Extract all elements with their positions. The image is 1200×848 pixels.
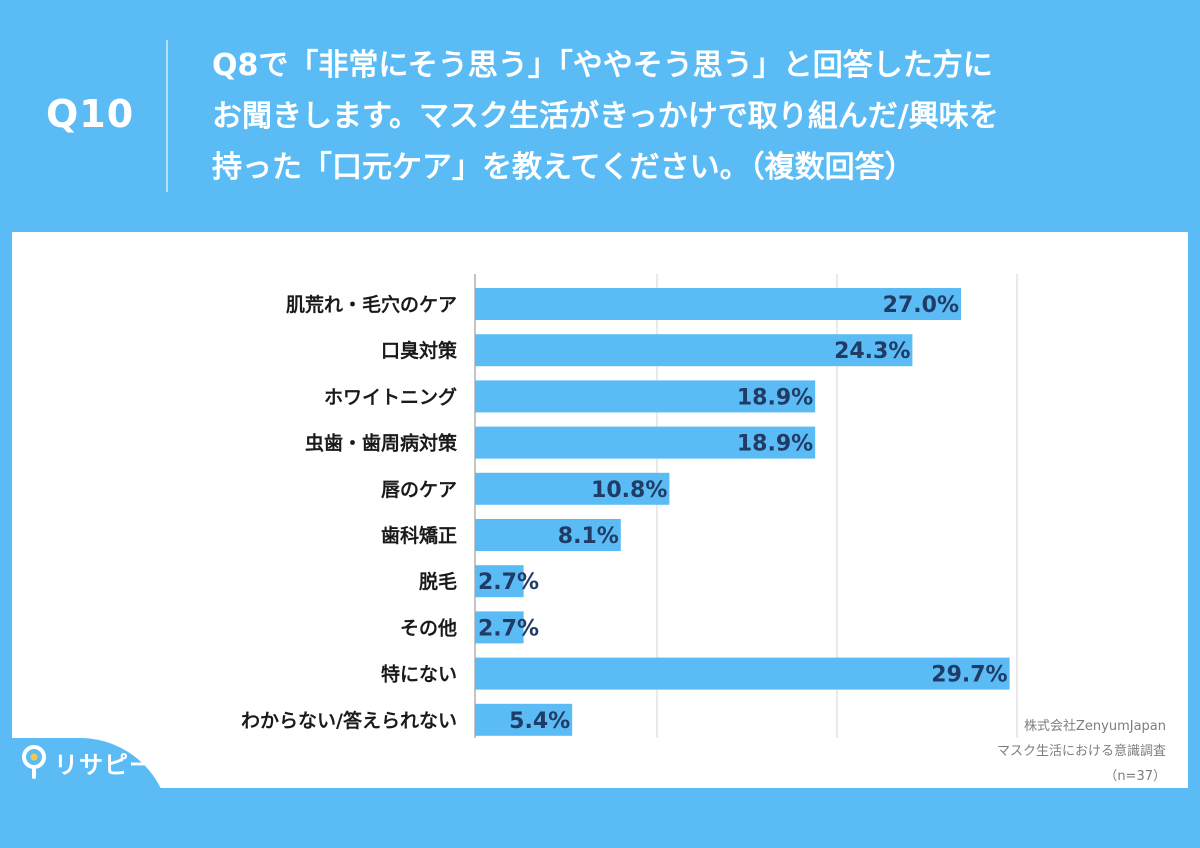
category-label: 脱毛 (419, 570, 457, 593)
value-label: 10.8% (591, 478, 667, 503)
value-label: 5.4% (509, 709, 570, 734)
bar (475, 565, 524, 598)
bar (475, 288, 961, 320)
question-number: Q10 (46, 92, 135, 136)
bar (475, 703, 573, 736)
value-label: 2.7% (478, 570, 539, 595)
value-label: 8.1% (558, 524, 619, 549)
bar (475, 334, 913, 367)
question-line: Q8で「非常にそう思う」「ややそう思う」と回答した方に (212, 48, 993, 83)
category-label: 歯科矯正 (381, 524, 457, 547)
bar (475, 611, 524, 644)
credit-sample-size: （n=37） (1104, 769, 1166, 784)
chart-panel: 肌荒れ・毛穴のケア 27.0% 口臭対策 24.3% ホワイトニング 18.9% 虫歯・歯周… (12, 232, 1188, 788)
value-label: 24.3% (834, 339, 910, 364)
bar (475, 380, 816, 413)
bar (475, 657, 1010, 690)
question-header: Q10 Q8で「非常にそう思う」「ややそう思う」と回答した方に お聞きします。マ… (0, 0, 1200, 232)
bar (475, 472, 670, 505)
value-label: 29.7% (931, 663, 1007, 688)
bar (475, 519, 621, 551)
bar (475, 426, 816, 459)
category-label: 唇のケア (381, 479, 457, 501)
value-label: 2.7% (478, 616, 539, 641)
value-label: 18.9% (737, 385, 813, 410)
category-label: 口臭対策 (381, 339, 458, 362)
survey-credit: 株式会社ZenyumJapan マスク生活における意識調査 （n=37） (997, 714, 1166, 789)
category-label: 肌荒れ・毛穴のケア (286, 293, 457, 316)
question-line: お聞きします。マスク生活がきっかけで取り組んだ/興味を (212, 99, 999, 134)
logo-text: リサピー (54, 750, 154, 779)
credit-survey: マスク生活における意識調査 (996, 744, 1166, 759)
question-text: Q8で「非常にそう思う」「ややそう思う」と回答した方に お聞きします。マスク生活… (212, 40, 1172, 193)
category-label: 虫歯・歯周病対策 (305, 432, 458, 455)
category-label: その他 (400, 616, 457, 639)
question-line: 持った「口元ケア」を教えてください。（複数回答） (212, 150, 915, 185)
location-pin-icon (22, 745, 46, 779)
value-label: 27.0% (883, 293, 959, 318)
value-label: 18.9% (737, 432, 813, 457)
category-label: ホワイトニング (324, 385, 457, 408)
credit-company: 株式会社ZenyumJapan (1024, 719, 1166, 734)
brand-logo: リサピー (20, 744, 154, 780)
category-label: 特にない (381, 664, 457, 686)
header-divider (166, 40, 168, 192)
bar-chart: 肌荒れ・毛穴のケア 27.0% 口臭対策 24.3% ホワイトニング 18.9% 虫歯・歯周… (241, 274, 1018, 738)
category-label: わからない/答えられない (241, 709, 457, 732)
